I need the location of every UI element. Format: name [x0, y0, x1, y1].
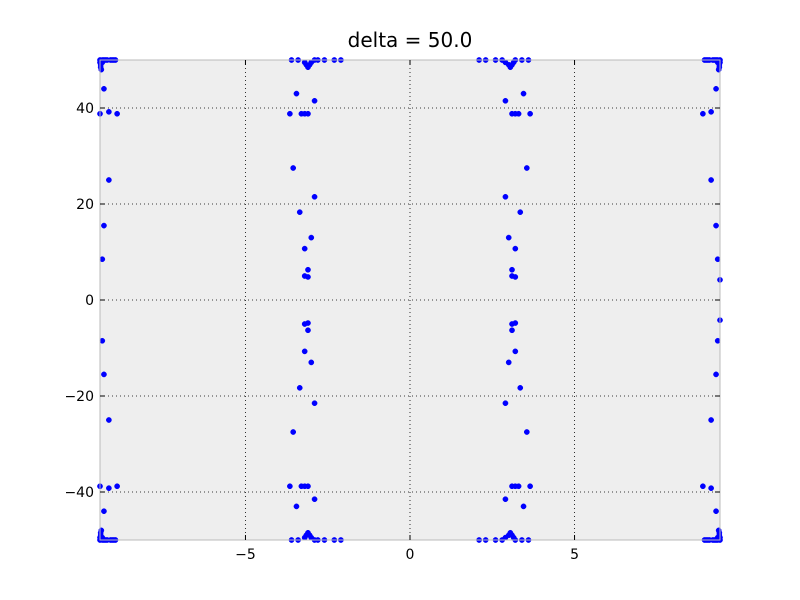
- scatter-point: [502, 97, 509, 104]
- scatter-point: [708, 177, 714, 183]
- scatter-point: [713, 222, 719, 229]
- scatter-point: [512, 320, 519, 326]
- scatter-point: [293, 503, 300, 510]
- tick-marks: [100, 60, 720, 540]
- y-tick-label: 0: [85, 293, 94, 309]
- scatter-point: [290, 429, 297, 435]
- scatter-point: [509, 327, 515, 334]
- scatter-point: [305, 320, 311, 326]
- scatter-point: [311, 97, 318, 104]
- scatter-point: [106, 108, 112, 115]
- scatter-point: [114, 110, 120, 117]
- scatter-point: [287, 483, 293, 490]
- scatter-point: [290, 165, 297, 171]
- scatter-point: [713, 85, 719, 92]
- scatter-point: [713, 371, 719, 378]
- x-tick-label: −5: [235, 547, 256, 563]
- scatter-point: [502, 400, 509, 407]
- scatter-point: [509, 266, 515, 273]
- y-tick-label: −40: [64, 485, 94, 501]
- scatter-point: [520, 90, 527, 97]
- scatter-point: [305, 483, 311, 490]
- scatter-point: [106, 177, 112, 183]
- scatter-point: [101, 508, 107, 515]
- scatter-point: [293, 90, 300, 97]
- scatter-point: [101, 371, 107, 378]
- scatter-point: [98, 527, 105, 534]
- scatter-point: [106, 485, 112, 492]
- scatter-point: [301, 348, 308, 355]
- scatter-point: [700, 110, 706, 117]
- scatter-point: [311, 193, 318, 200]
- scatter-point: [700, 483, 706, 490]
- scatter-point: [509, 483, 515, 490]
- scatter-point: [509, 110, 515, 117]
- scatter-point: [708, 108, 714, 115]
- x-tick-label: 0: [406, 547, 415, 563]
- scatter-point: [512, 245, 519, 252]
- scatter-point: [523, 165, 530, 171]
- scatter-point: [305, 266, 311, 273]
- y-tick-label: −20: [64, 389, 94, 405]
- y-tick-label: 40: [76, 101, 94, 117]
- scatter-point: [520, 503, 527, 510]
- y-tick-label: 20: [76, 197, 94, 213]
- scatter-point: [527, 483, 533, 490]
- scatter-point: [287, 110, 293, 117]
- x-tick-label: 5: [570, 547, 579, 563]
- tick-labels: −5 0 5 −40 −20 0 20 40: [64, 101, 579, 563]
- scatter-point: [523, 429, 530, 435]
- scatter-point: [502, 193, 509, 200]
- scatter-point: [512, 348, 519, 355]
- scatter-point: [502, 496, 509, 503]
- scatter-point: [527, 110, 533, 117]
- scatter-point: [505, 234, 512, 241]
- scatter-point: [305, 110, 311, 117]
- scatter-point: [296, 384, 303, 391]
- scatter-point: [311, 496, 318, 503]
- scatter-point: [708, 417, 714, 423]
- scatter-point: [505, 359, 512, 366]
- scatter-point: [708, 485, 714, 492]
- scatter-point: [296, 209, 303, 216]
- scatter-point: [101, 222, 107, 229]
- scatter-point: [114, 483, 120, 490]
- grid-lines: [100, 60, 720, 540]
- scatter-point: [301, 245, 308, 252]
- chart-title: delta = 50.0: [347, 28, 473, 52]
- scatter-point: [106, 417, 112, 423]
- scatter-point: [308, 234, 315, 241]
- scatter-point: [305, 274, 311, 280]
- scatter-point: [98, 66, 105, 73]
- scatter-point: [713, 508, 719, 515]
- scatter-point: [512, 274, 519, 280]
- scatter-point: [517, 384, 524, 391]
- scatter-point: [101, 85, 107, 92]
- scatter-point: [311, 400, 318, 407]
- scatter-point: [305, 327, 311, 334]
- scatter-point: [517, 209, 524, 216]
- scatter-point: [308, 359, 315, 366]
